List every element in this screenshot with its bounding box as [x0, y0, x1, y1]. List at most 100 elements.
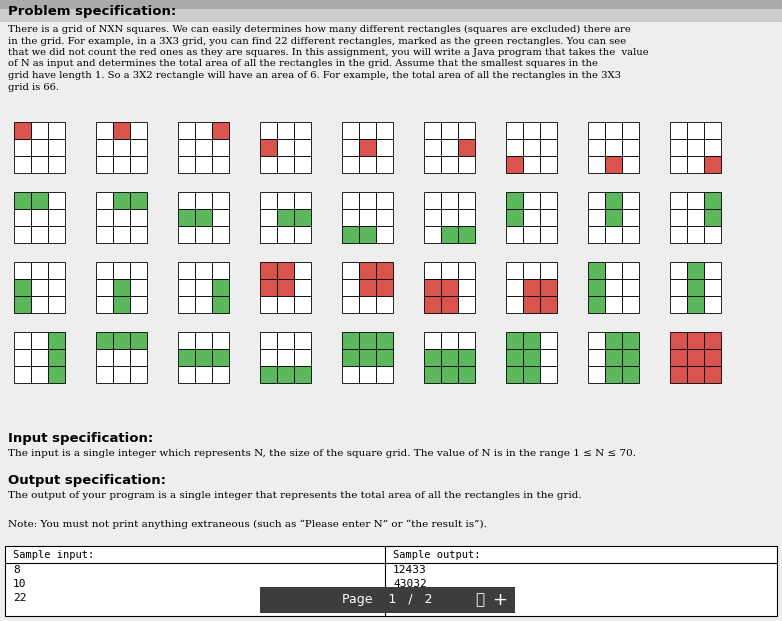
- Bar: [260, 139, 277, 156]
- Bar: [670, 192, 687, 209]
- Bar: [31, 332, 48, 349]
- Bar: [260, 156, 277, 173]
- Bar: [376, 192, 393, 209]
- Bar: [704, 209, 721, 226]
- Bar: [294, 192, 311, 209]
- Bar: [458, 156, 475, 173]
- Bar: [195, 296, 212, 313]
- Bar: [277, 262, 294, 279]
- Bar: [212, 156, 229, 173]
- Bar: [14, 332, 31, 349]
- Bar: [96, 366, 113, 383]
- Bar: [342, 279, 359, 296]
- Bar: [605, 366, 622, 383]
- Bar: [687, 296, 704, 313]
- Bar: [704, 349, 721, 366]
- Bar: [523, 122, 540, 139]
- Bar: [588, 192, 605, 209]
- Bar: [424, 366, 441, 383]
- Bar: [130, 226, 147, 243]
- Bar: [359, 226, 376, 243]
- Bar: [687, 366, 704, 383]
- Bar: [704, 156, 721, 173]
- Bar: [540, 209, 557, 226]
- Bar: [178, 209, 195, 226]
- Bar: [342, 349, 359, 366]
- Bar: [48, 192, 65, 209]
- Bar: [506, 349, 523, 366]
- Text: Input specification:: Input specification:: [8, 432, 153, 445]
- Bar: [687, 139, 704, 156]
- Bar: [31, 296, 48, 313]
- Bar: [506, 296, 523, 313]
- Bar: [195, 349, 212, 366]
- Bar: [523, 279, 540, 296]
- Bar: [540, 262, 557, 279]
- Bar: [359, 139, 376, 156]
- Bar: [523, 366, 540, 383]
- Bar: [605, 349, 622, 366]
- Bar: [441, 192, 458, 209]
- Bar: [48, 262, 65, 279]
- Bar: [277, 296, 294, 313]
- Bar: [178, 156, 195, 173]
- Bar: [540, 139, 557, 156]
- Bar: [359, 296, 376, 313]
- Bar: [260, 122, 277, 139]
- Bar: [178, 349, 195, 366]
- Bar: [670, 279, 687, 296]
- Bar: [113, 192, 130, 209]
- Bar: [14, 209, 31, 226]
- Bar: [359, 279, 376, 296]
- Bar: [540, 156, 557, 173]
- Bar: [376, 226, 393, 243]
- Bar: [342, 332, 359, 349]
- Bar: [48, 349, 65, 366]
- Bar: [376, 262, 393, 279]
- Text: 12433: 12433: [393, 565, 427, 575]
- Bar: [294, 139, 311, 156]
- Bar: [540, 349, 557, 366]
- Bar: [195, 279, 212, 296]
- Bar: [622, 192, 639, 209]
- Bar: [588, 296, 605, 313]
- Bar: [130, 192, 147, 209]
- Bar: [523, 349, 540, 366]
- Bar: [588, 279, 605, 296]
- Bar: [687, 192, 704, 209]
- Bar: [260, 349, 277, 366]
- Bar: [523, 296, 540, 313]
- Bar: [294, 332, 311, 349]
- Bar: [260, 296, 277, 313]
- Bar: [96, 262, 113, 279]
- Bar: [260, 209, 277, 226]
- Bar: [622, 296, 639, 313]
- Bar: [506, 139, 523, 156]
- Bar: [506, 262, 523, 279]
- Text: There is a grid of NXN squares. We can easily determines how many different rect: There is a grid of NXN squares. We can e…: [8, 25, 631, 34]
- Bar: [523, 156, 540, 173]
- Bar: [178, 366, 195, 383]
- Bar: [458, 139, 475, 156]
- Bar: [260, 332, 277, 349]
- Bar: [14, 192, 31, 209]
- Bar: [31, 279, 48, 296]
- Bar: [458, 262, 475, 279]
- Bar: [588, 139, 605, 156]
- Bar: [195, 139, 212, 156]
- Bar: [622, 122, 639, 139]
- Text: 10: 10: [13, 579, 27, 589]
- Bar: [14, 279, 31, 296]
- Bar: [588, 156, 605, 173]
- Bar: [687, 156, 704, 173]
- Bar: [687, 226, 704, 243]
- Bar: [178, 262, 195, 279]
- Bar: [31, 122, 48, 139]
- Bar: [260, 366, 277, 383]
- Bar: [48, 226, 65, 243]
- Bar: [687, 349, 704, 366]
- Bar: [424, 262, 441, 279]
- Bar: [704, 366, 721, 383]
- Bar: [113, 349, 130, 366]
- Bar: [670, 156, 687, 173]
